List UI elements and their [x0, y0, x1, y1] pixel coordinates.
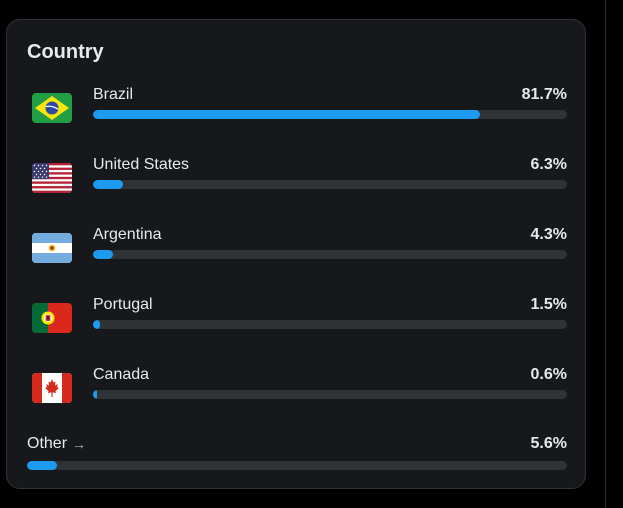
country-bar-track	[93, 180, 567, 189]
united-states-flag-icon	[32, 163, 72, 193]
country-bar-fill	[93, 250, 114, 259]
canada-flag-icon	[32, 373, 72, 403]
country-row-canada: Canada 0.6%	[27, 366, 567, 410]
country-bar-track	[93, 320, 567, 329]
country-bar-fill	[93, 320, 101, 329]
country-name: Argentina	[93, 226, 162, 243]
country-name: Portugal	[93, 296, 153, 313]
arrow-right-icon: →	[72, 436, 87, 452]
country-bar-fill	[93, 110, 481, 119]
country-percent: 4.3%	[530, 226, 567, 243]
other-row: Other → 5.6%	[27, 435, 567, 475]
country-bar-track	[93, 110, 567, 119]
country-percent: 1.5%	[530, 296, 567, 313]
country-row-portugal: Portugal 1.5%	[27, 296, 567, 340]
country-card: Country Brazil 81.7%	[6, 19, 586, 489]
country-bar-fill	[93, 390, 97, 399]
other-label: Other	[27, 435, 68, 452]
country-row-brazil: Brazil 81.7%	[27, 86, 567, 130]
other-bar-track	[27, 461, 567, 470]
country-name: Canada	[93, 366, 150, 383]
country-percent: 6.3%	[530, 156, 567, 173]
country-bar-track	[93, 390, 567, 399]
country-name: Brazil	[93, 86, 134, 103]
card-title: Country	[27, 41, 104, 63]
country-bar-track	[93, 250, 567, 259]
country-row-argentina: Argentina 4.3%	[27, 226, 567, 270]
country-percent: 81.7%	[521, 86, 567, 103]
other-link[interactable]: Other →	[27, 435, 86, 453]
country-name: United States	[93, 156, 190, 173]
country-row-united-states: United States 6.3%	[27, 156, 567, 200]
country-bar-fill	[93, 180, 123, 189]
page-divider	[605, 0, 606, 508]
country-percent: 0.6%	[530, 366, 567, 383]
other-percent: 5.6%	[530, 435, 567, 452]
argentina-flag-icon	[32, 233, 72, 263]
portugal-flag-icon	[32, 303, 72, 333]
brazil-flag-icon	[32, 93, 72, 123]
other-bar-fill	[27, 461, 58, 470]
